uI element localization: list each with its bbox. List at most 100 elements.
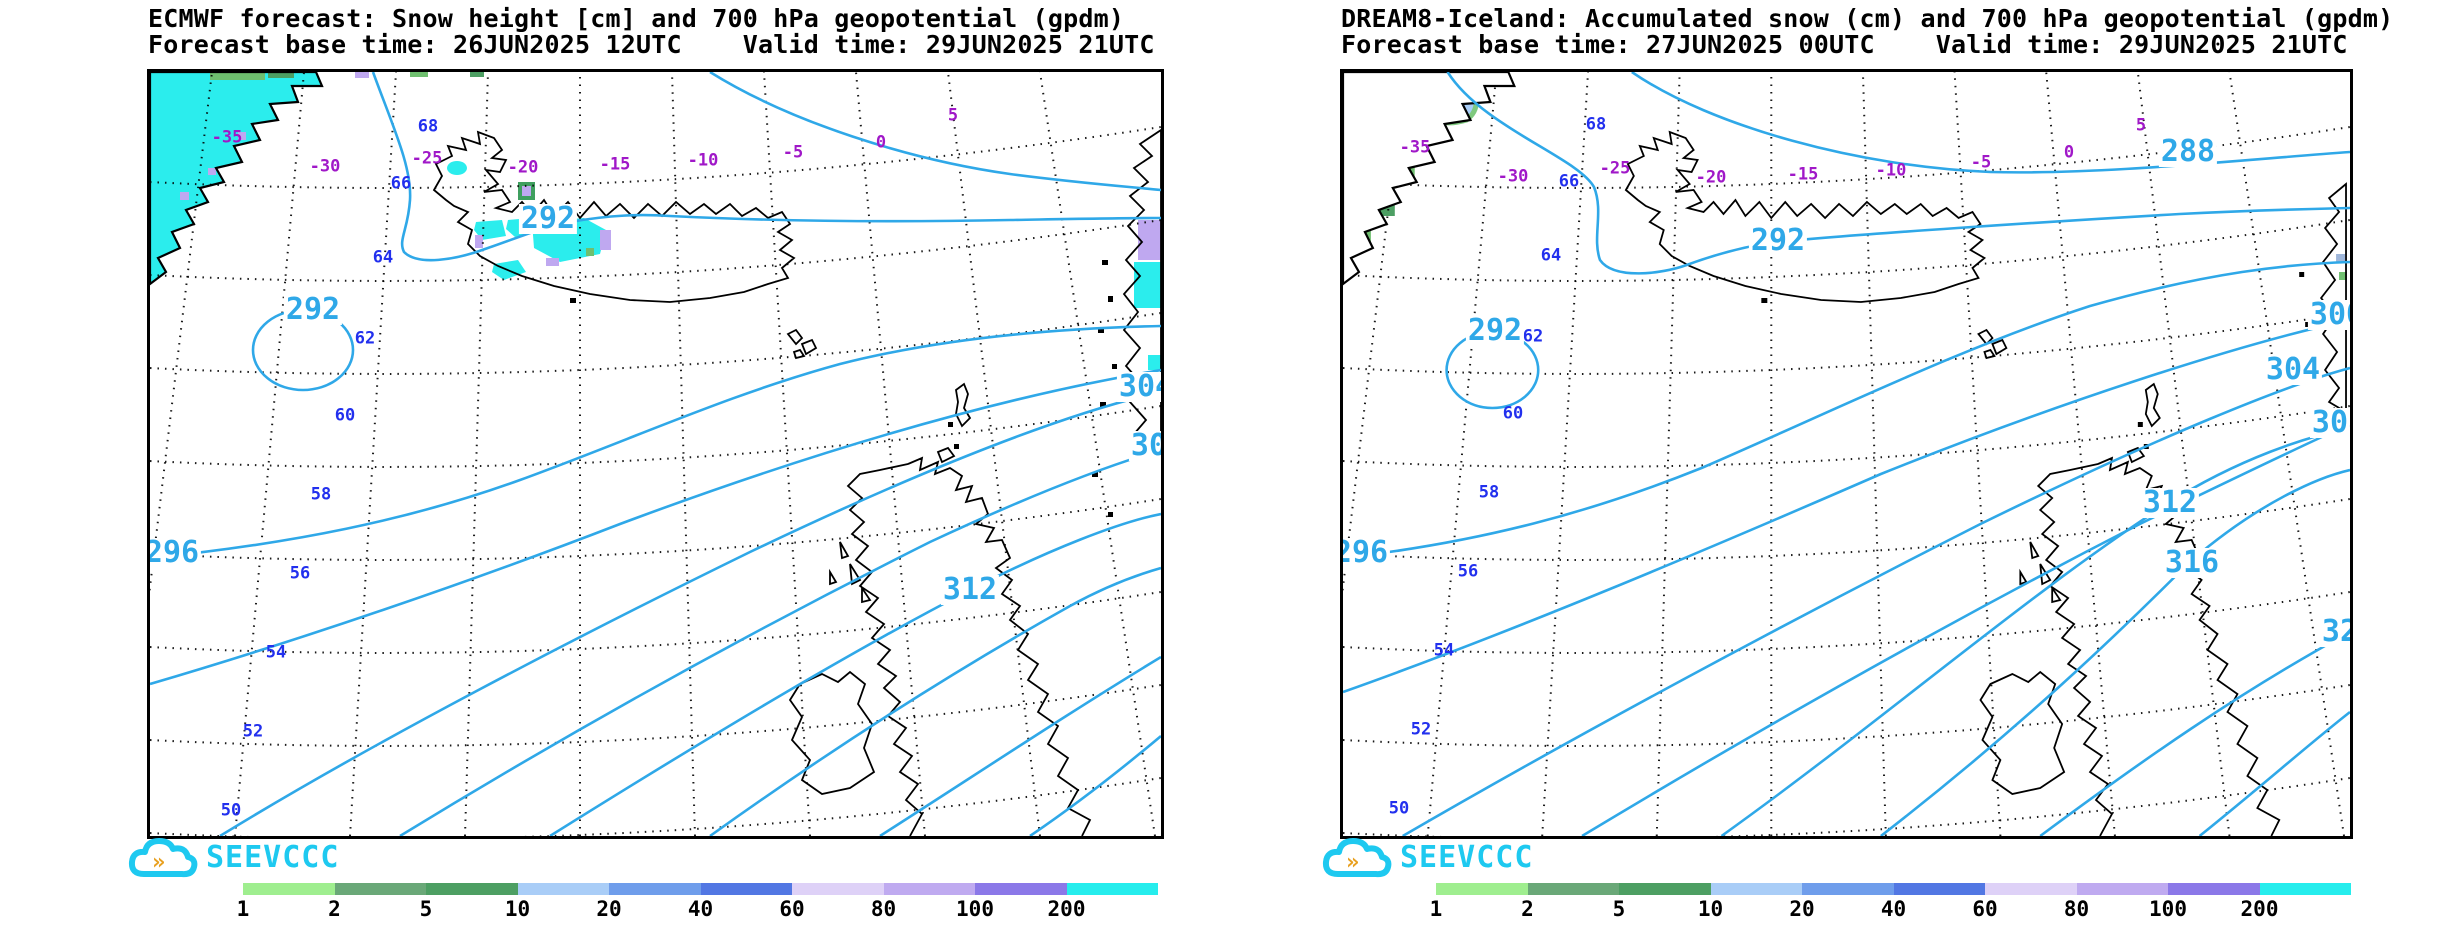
colorbar-tick-label: 200 (1047, 897, 1086, 921)
longitude-label: 0 (875, 132, 887, 153)
latitude-label: 52 (242, 721, 264, 742)
longitude-label: -5 (1970, 152, 1992, 173)
colorbar-segment (975, 883, 1067, 895)
right-map-subtitle: Forecast base time: 27JUN2025 00UTC Vali… (1341, 30, 2348, 59)
left-map-subtitle: Forecast base time: 26JUN2025 12UTC Vali… (148, 30, 1155, 59)
colorbar-segment (2168, 883, 2260, 895)
latitude-label: 58 (310, 484, 332, 505)
latitude-label: 62 (354, 328, 376, 349)
colorbar-tick-label: 10 (504, 897, 531, 921)
latitude-label: 54 (1433, 640, 1455, 661)
latitude-label: 66 (1558, 171, 1580, 192)
latitude-label: 56 (289, 563, 311, 584)
longitude-label: -20 (507, 157, 539, 178)
colorbar-segment (426, 883, 518, 895)
colorbar-tick-label: 60 (1972, 897, 1998, 921)
colorbar-segment (609, 883, 701, 895)
right-map-title: DREAM8-Iceland: Accumulated snow (cm) an… (1341, 4, 2394, 33)
colorbar-tick-label: 2 (1521, 897, 1534, 921)
colorbar-segment (1619, 883, 1711, 895)
colorbar-tick-label: 5 (1612, 897, 1626, 921)
colorbar-segment (1893, 883, 1985, 895)
snow-colorbar-right (1436, 883, 2351, 895)
longitude-label: -35 (211, 127, 243, 148)
colorbar-segment (334, 883, 426, 895)
seevccc-logo-text: SEEVCCC (1400, 840, 1534, 875)
colorbar-tick-label: 100 (2149, 897, 2187, 921)
colorbar-segment (2259, 883, 2351, 895)
left-forecast-map: 68 66 64 62 60 58 56 54 52 50 -35 -30 -25 -20 -15 -10 -5… (147, 69, 1164, 839)
geopotential-contour-label: 312 (2140, 485, 2200, 520)
longitude-label: -35 (1399, 137, 1431, 158)
latitude-label: 68 (1585, 114, 1607, 135)
colorbar-tick-label: 80 (2063, 897, 2090, 921)
longitude-label: -25 (411, 148, 443, 169)
colorbar-segment (243, 883, 335, 895)
longitude-label: 5 (2135, 115, 2147, 136)
seevccc-logo-left: » SEEVCCC (128, 836, 339, 880)
latitude-label: 64 (1540, 245, 1562, 266)
longitude-label: -10 (687, 150, 719, 171)
latitude-label: 64 (372, 247, 394, 268)
latitude-label: 60 (334, 405, 356, 426)
latitude-label: 68 (417, 116, 439, 137)
longitude-label: -30 (309, 156, 341, 177)
latitude-label: 50 (220, 800, 242, 821)
colorbar-segment (1436, 883, 1528, 895)
colorbar-tick-label: 1 (1429, 897, 1443, 921)
colorbar-tick-label: 5 (419, 897, 433, 921)
longitude-label: -5 (782, 142, 804, 163)
colorbar-tick-label: 1 (236, 897, 250, 921)
geopotential-contour-label: 292 (283, 292, 343, 327)
colorbar-segment (883, 883, 975, 895)
geopotential-contour-label: 300 (2307, 300, 2350, 330)
latitude-label: 56 (1457, 561, 1479, 582)
longitude-label: -10 (1875, 160, 1907, 181)
seevccc-cloud-icon: » (1322, 838, 1392, 878)
colorbar-segment (700, 883, 792, 895)
colorbar-segment (1802, 883, 1894, 895)
colorbar-tick-label: 80 (870, 897, 897, 921)
logo-arrow-icon: » (1346, 850, 1359, 875)
longitude-label: -15 (1787, 164, 1819, 185)
colorbar-segment (1066, 883, 1158, 895)
longitude-label: 0 (2063, 142, 2075, 163)
latitude-label: 62 (1522, 326, 1544, 347)
colorbar-tick-label: 40 (1880, 897, 1907, 921)
colorbar-segment (517, 883, 609, 895)
colorbar-tick-label: 20 (596, 897, 622, 921)
latitude-label: 52 (1410, 719, 1432, 740)
colorbar-segment (2076, 883, 2168, 895)
latitude-label: 60 (1502, 403, 1524, 424)
longitude-label: -25 (1599, 158, 1631, 179)
colorbar-tick-label: 20 (1789, 897, 1815, 921)
geopotential-contour-label: 296 (1343, 538, 1391, 568)
colorbar-tick-label: 10 (1697, 897, 1724, 921)
latitude-label: 50 (1388, 798, 1410, 819)
longitude-label: -15 (599, 154, 631, 175)
geopotential-contour-label: 292 (1465, 313, 1525, 348)
colorbar-segment (792, 883, 884, 895)
colorbar-tick-label: 200 (2240, 897, 2279, 921)
geopotential-contour-label: 308 (1128, 431, 1161, 461)
colorbar-tick-label: 2 (328, 897, 341, 921)
colorbar-tick-label: 100 (956, 897, 994, 921)
colorbar-tick-label: 40 (687, 897, 714, 921)
geopotential-contour-label: 308 (2309, 408, 2350, 438)
seevccc-logo-right: » SEEVCCC (1322, 836, 1533, 880)
right-map-graphics (1343, 72, 2350, 836)
latitude-label: 66 (390, 173, 412, 194)
geopotential-contour-label: 288 (2158, 134, 2218, 169)
right-map-labels: 68 66 64 62 60 58 56 54 52 50 -35 -30 -25 -20 -15 -10 -5… (1343, 72, 2350, 836)
seevccc-cloud-icon: » (128, 838, 198, 878)
logo-arrow-icon: » (152, 850, 165, 875)
left-map-title: ECMWF forecast: Snow height [cm] and 700… (148, 4, 1125, 33)
longitude-label: -20 (1695, 167, 1727, 188)
colorbar-segment (1985, 883, 2077, 895)
latitude-label: 54 (265, 642, 287, 663)
colorbar-segment (1710, 883, 1802, 895)
snow-colorbar-left (243, 883, 1158, 895)
longitude-label: -30 (1497, 166, 1529, 187)
geopotential-contour-label: 304 (2263, 352, 2323, 387)
seevccc-logo-text: SEEVCCC (206, 840, 340, 875)
